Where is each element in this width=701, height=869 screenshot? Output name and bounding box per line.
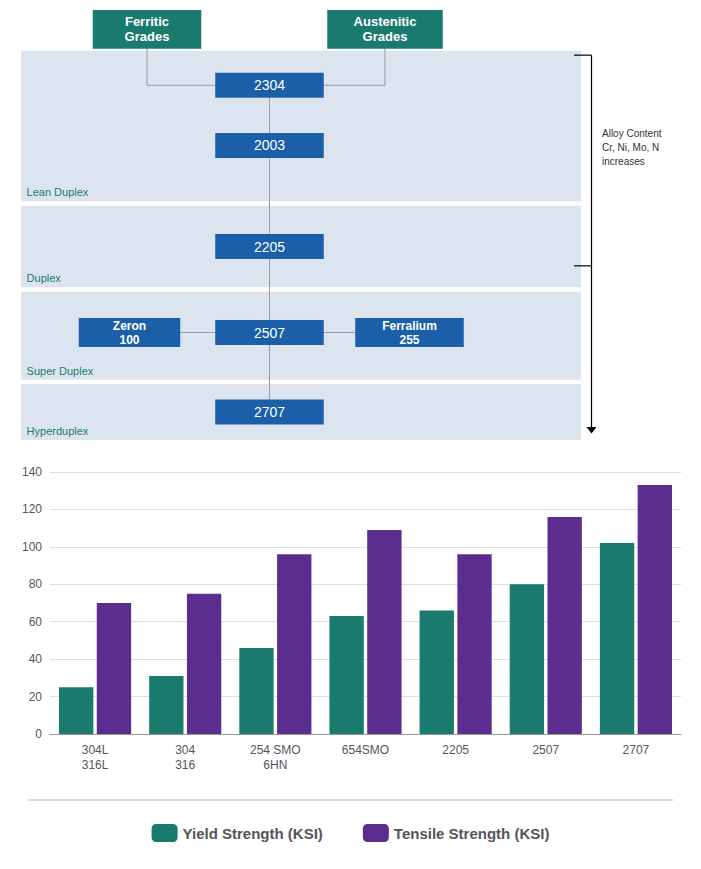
svg-text:60: 60 [29, 615, 43, 629]
svg-text:2205: 2205 [254, 239, 285, 255]
svg-text:2205: 2205 [442, 743, 469, 757]
svg-text:Austenitic: Austenitic [354, 14, 417, 29]
svg-text:2507: 2507 [254, 325, 285, 341]
svg-text:Grades: Grades [363, 29, 408, 44]
svg-text:Lean Duplex: Lean Duplex [27, 186, 89, 198]
svg-text:654SMO: 654SMO [342, 743, 389, 757]
svg-text:80: 80 [29, 577, 43, 591]
svg-text:Ferritic: Ferritic [125, 14, 169, 29]
svg-text:Zeron: Zeron [113, 319, 146, 333]
svg-text:140: 140 [22, 465, 42, 479]
svg-text:255: 255 [399, 333, 419, 347]
svg-text:Super Duplex: Super Duplex [27, 365, 94, 377]
svg-text:increases: increases [602, 156, 645, 167]
svg-text:304L: 304L [82, 743, 109, 757]
svg-text:2507: 2507 [532, 743, 559, 757]
svg-text:2304: 2304 [254, 77, 285, 93]
svg-text:Yield Strength (KSI): Yield Strength (KSI) [183, 825, 323, 842]
svg-text:40: 40 [29, 652, 43, 666]
svg-text:Alloy Content: Alloy Content [602, 128, 662, 139]
svg-text:254 SMO: 254 SMO [250, 743, 301, 757]
svg-text:100: 100 [119, 333, 139, 347]
svg-text:Ferralium: Ferralium [382, 319, 437, 333]
svg-text:Cr, Ni, Mo, N: Cr, Ni, Mo, N [602, 142, 659, 153]
svg-text:Grades: Grades [125, 29, 170, 44]
svg-text:120: 120 [22, 502, 42, 516]
svg-text:2707: 2707 [254, 404, 285, 420]
svg-text:6HN: 6HN [263, 758, 287, 772]
svg-text:2003: 2003 [254, 137, 285, 153]
svg-text:100: 100 [22, 540, 42, 554]
svg-text:20: 20 [29, 690, 43, 704]
svg-text:Duplex: Duplex [27, 272, 62, 284]
svg-text:304: 304 [175, 743, 195, 757]
svg-text:Tensile Strength (KSI): Tensile Strength (KSI) [394, 825, 550, 842]
svg-text:Hyperduplex: Hyperduplex [27, 425, 89, 437]
svg-text:316L: 316L [82, 758, 109, 772]
svg-text:2707: 2707 [623, 743, 650, 757]
svg-text:0: 0 [35, 727, 42, 741]
svg-text:316: 316 [175, 758, 195, 772]
